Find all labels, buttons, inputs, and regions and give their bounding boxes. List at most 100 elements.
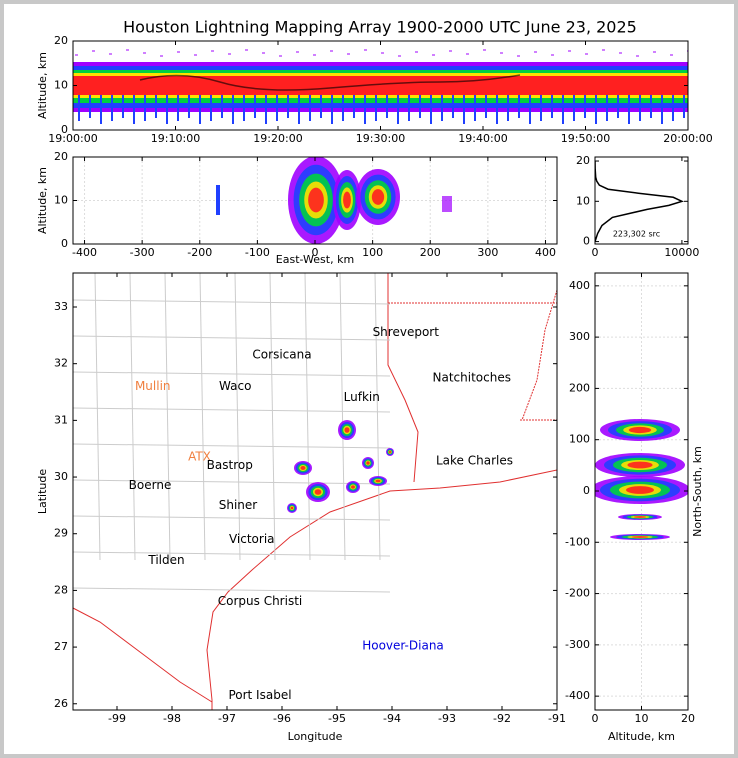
plot-frame	[72, 272, 558, 711]
density-blob	[343, 191, 351, 209]
county-line	[73, 335, 391, 341]
x-tick-label: -200	[187, 246, 212, 259]
y-tick-label: -200	[565, 587, 590, 600]
profile-line	[595, 161, 685, 242]
density-blob	[388, 450, 392, 454]
y-tick-label: 10	[576, 194, 590, 207]
density-blob	[216, 185, 220, 215]
density-blob	[633, 516, 647, 518]
x-tick-label: -400	[72, 246, 97, 259]
x-tick-label: -93	[438, 712, 456, 725]
county-line	[269, 273, 276, 561]
density-blob	[351, 485, 355, 489]
density-blob	[628, 426, 652, 434]
x-tick-label: 20	[681, 712, 695, 725]
place-label: Bastrop	[207, 458, 253, 472]
county-line	[339, 273, 346, 561]
x-tick-label: 0	[312, 246, 319, 259]
x-tick-label: 400	[535, 246, 556, 259]
x-axis-label: Altitude, km	[608, 730, 675, 743]
y-tick-label: 20	[576, 154, 590, 167]
x-tick-label: 0	[592, 246, 599, 259]
density-speck	[442, 196, 452, 212]
plot-area: Shreveport Corsicana Mullin Waco Natchitoche…	[73, 273, 557, 710]
y-tick-label: 10	[54, 79, 68, 92]
x-tick-label: 19:10:00	[151, 132, 200, 145]
county-line	[73, 551, 391, 557]
x-tick-label: -98	[163, 712, 181, 725]
place-label: Corsicana	[252, 348, 311, 362]
county-line	[164, 273, 171, 561]
density-blob	[366, 461, 370, 465]
y-tick-label: 31	[54, 413, 68, 426]
place-label: Corpus Christi	[218, 594, 303, 608]
density-blob	[375, 479, 381, 483]
x-tick-label: -91	[548, 712, 566, 725]
x-tick-label: -100	[245, 246, 270, 259]
annotation: 223,302 src	[613, 230, 660, 239]
y-tick-label: 10	[54, 194, 68, 207]
y-tick-label: -100	[565, 535, 590, 548]
coastline	[206, 469, 557, 710]
x-tick-label: 10000	[664, 246, 699, 259]
chart-title: Houston Lightning Mapping Array 1900-200…	[123, 18, 637, 37]
y-tick-label: 200	[569, 381, 590, 394]
plot-area	[73, 41, 688, 130]
place-label: Lufkin	[344, 390, 380, 404]
x-tick-label: -99	[108, 712, 126, 725]
y-axis-label: North-South, km	[691, 446, 704, 537]
x-tick-label: -96	[273, 712, 291, 725]
place-label: Shiner	[219, 498, 258, 512]
county-line	[129, 273, 136, 561]
y-tick-label: 33	[54, 300, 68, 313]
y-tick-label: 0	[583, 484, 590, 497]
county-line	[199, 273, 206, 561]
density-blob	[300, 466, 306, 470]
x-tick-label: 19:30:00	[356, 132, 405, 145]
place-label: Hoover-Diana	[362, 638, 444, 652]
x-axis-label: Longitude	[288, 730, 343, 743]
plot-area	[73, 157, 557, 244]
place-label: Waco	[219, 379, 251, 393]
density-blob	[631, 536, 649, 538]
y-axis-label: Latitude	[36, 469, 49, 515]
x-tick-label: -94	[383, 712, 401, 725]
place-label: ATX	[188, 450, 211, 464]
x-tick-label: 0	[592, 712, 599, 725]
density-core	[139, 74, 521, 91]
density-band	[73, 76, 688, 95]
x-tick-label: 19:00:00	[48, 132, 97, 145]
x-tick-label: 20:00:00	[663, 132, 712, 145]
density-blob	[627, 461, 653, 469]
density-blob	[314, 489, 322, 495]
x-tick-label: 19:40:00	[458, 132, 507, 145]
y-tick-label: 0	[583, 235, 590, 248]
density-blob	[344, 427, 350, 433]
x-axis-label: East-West, km	[276, 253, 354, 266]
county-line	[234, 273, 241, 561]
place-label: Victoria	[229, 532, 275, 546]
y-tick-label: 30	[54, 470, 68, 483]
place-label: Boerne	[129, 478, 172, 492]
county-line	[73, 515, 391, 521]
place-label: Shreveport	[373, 325, 440, 339]
plot-frame	[594, 156, 689, 245]
x-tick-label: -97	[218, 712, 236, 725]
density-blob	[371, 189, 385, 205]
y-tick-label: 32	[54, 357, 68, 370]
x-tick-label: 300	[477, 246, 498, 259]
y-tick-label: 300	[569, 330, 590, 343]
y-tick-label: 20	[54, 34, 68, 47]
county-line	[374, 273, 381, 561]
x-tick-label: 100	[362, 246, 383, 259]
y-tick-label: 100	[569, 433, 590, 446]
place-label: Mullin	[135, 379, 171, 393]
y-axis-label: Altitude, km	[36, 52, 49, 119]
y-tick-label: 0	[61, 123, 68, 136]
density-blob	[308, 187, 324, 213]
plot-area	[595, 157, 688, 244]
border	[388, 289, 557, 421]
x-tick-label: -95	[328, 712, 346, 725]
county-line	[73, 443, 391, 449]
